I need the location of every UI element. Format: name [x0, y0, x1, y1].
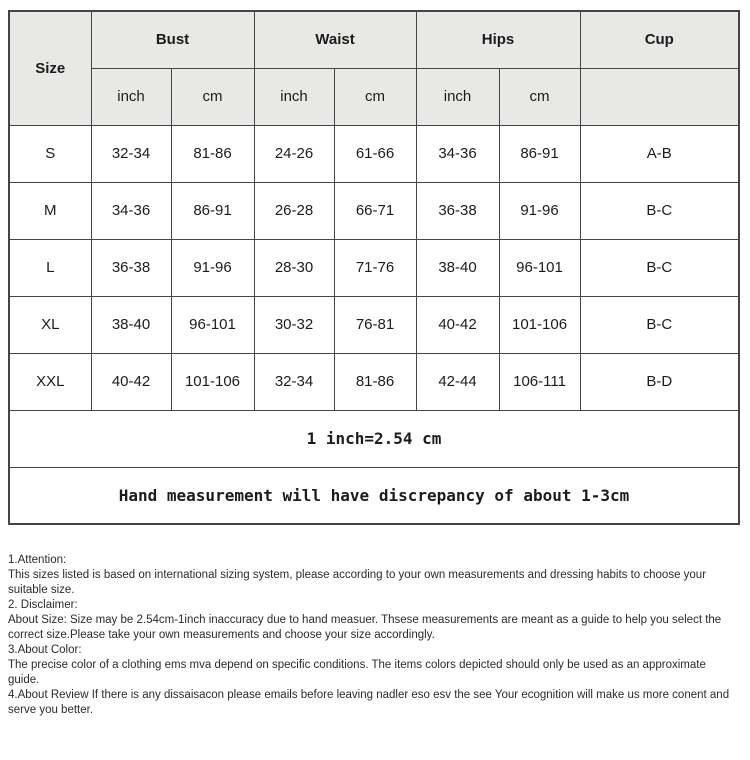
- cell-waist-inch: 32-34: [253, 352, 335, 411]
- size-column-header: Size: [8, 10, 92, 126]
- cell-bust-cm: 91-96: [170, 238, 255, 297]
- header-row-groups: Size Bust Waist Hips Cup: [8, 10, 740, 126]
- note-attention-heading: 1.Attention:: [8, 554, 67, 566]
- cell-cup: B-D: [579, 352, 740, 411]
- cell-bust-inch: 34-36: [90, 181, 172, 240]
- cell-hips-cm: 101-106: [498, 295, 581, 354]
- header-row-units: inch cm inch cm inch cm: [9, 67, 740, 126]
- measurement-note-row: Hand measurement will have discrepancy o…: [8, 466, 740, 525]
- note-color-heading: 3.About Color:: [8, 644, 82, 656]
- cell-hips-cm: 106-111: [498, 352, 581, 411]
- size-chart-table: Size Bust Waist Hips Cup inch cm inch cm…: [8, 10, 741, 525]
- note-attention-text-2: suitable size.: [8, 584, 75, 596]
- cell-waist-cm: 76-81: [333, 295, 417, 354]
- note-disclaimer-text-1: About Size: Size may be 2.54cm-1inch ina…: [8, 614, 722, 626]
- note-review-text-2: serve you better.: [8, 704, 94, 716]
- cell-waist-cm: 66-71: [333, 181, 417, 240]
- cell-cup: A-B: [579, 124, 740, 183]
- cell-waist-inch: 24-26: [253, 124, 335, 183]
- bust-cm-unit-header: cm: [170, 67, 255, 126]
- cell-hips-inch: 36-38: [415, 181, 500, 240]
- cell-hips-inch: 42-44: [415, 352, 500, 411]
- cell-hips-inch: 40-42: [415, 295, 500, 354]
- cell-bust-inch: 40-42: [90, 352, 172, 411]
- note-color-text-1: The precise color of a clothing ems mva …: [8, 659, 706, 671]
- waist-cm-unit-header: cm: [333, 67, 417, 126]
- cell-waist-inch: 28-30: [253, 238, 335, 297]
- hips-cm-unit-header: cm: [498, 67, 581, 126]
- cell-bust-inch: 36-38: [90, 238, 172, 297]
- note-disclaimer-text-2: correct size.Please take your own measur…: [8, 629, 435, 641]
- table-row-m: M 34-36 86-91 26-28 66-71 36-38 91-96 B-…: [8, 181, 740, 240]
- cell-bust-inch: 32-34: [90, 124, 172, 183]
- cell-cup: B-C: [579, 238, 740, 297]
- hips-inch-unit-header: inch: [415, 67, 500, 126]
- bust-group-header: Bust: [90, 10, 255, 69]
- cell-hips-cm: 86-91: [498, 124, 581, 183]
- cell-size: XL: [8, 295, 92, 354]
- cell-waist-cm: 81-86: [333, 352, 417, 411]
- waist-inch-unit-header: inch: [253, 67, 335, 126]
- cell-size: M: [8, 181, 92, 240]
- note-disclaimer-heading: 2. Disclaimer:: [8, 599, 78, 611]
- cell-size: L: [8, 238, 92, 297]
- inch-cm-conversion-note: 1 inch=2.54 cm: [8, 409, 740, 468]
- waist-group-header: Waist: [253, 10, 417, 69]
- cell-cup: B-C: [579, 181, 740, 240]
- cell-cup: B-C: [579, 295, 740, 354]
- hips-group-header: Hips: [415, 10, 581, 69]
- cell-waist-inch: 26-28: [253, 181, 335, 240]
- table-row-xxl: XXL 40-42 101-106 32-34 81-86 42-44 106-…: [8, 352, 740, 411]
- cup-empty-subheader: [579, 67, 740, 126]
- table-row-xl: XL 38-40 96-101 30-32 76-81 40-42 101-10…: [8, 295, 740, 354]
- cup-column-header: Cup: [579, 10, 740, 69]
- cell-bust-inch: 38-40: [90, 295, 172, 354]
- cell-hips-inch: 38-40: [415, 238, 500, 297]
- bust-inch-unit-header: inch: [90, 67, 172, 126]
- note-attention-text-1: This sizes listed is based on internatio…: [8, 569, 707, 581]
- notes-section: 1.Attention: This sizes listed is based …: [8, 553, 742, 718]
- note-color-text-2: guide.: [8, 674, 40, 686]
- cell-bust-cm: 101-106: [170, 352, 255, 411]
- table-row-s: S 32-34 81-86 24-26 61-66 34-36 86-91 A-…: [8, 124, 740, 183]
- cell-waist-cm: 61-66: [333, 124, 417, 183]
- hand-measurement-note: Hand measurement will have discrepancy o…: [8, 466, 740, 525]
- conversion-note-row: 1 inch=2.54 cm: [8, 409, 740, 468]
- cell-hips-inch: 34-36: [415, 124, 500, 183]
- cell-bust-cm: 86-91: [170, 181, 255, 240]
- note-review-text-1: 4.About Review If there is any dissaisac…: [8, 689, 730, 701]
- cell-size: XXL: [8, 352, 92, 411]
- cell-hips-cm: 91-96: [498, 181, 581, 240]
- cell-bust-cm: 81-86: [170, 124, 255, 183]
- table-row-l: L 36-38 91-96 28-30 71-76 38-40 96-101 B…: [8, 238, 740, 297]
- cell-hips-cm: 96-101: [498, 238, 581, 297]
- cell-bust-cm: 96-101: [170, 295, 255, 354]
- cell-size: S: [8, 124, 92, 183]
- cell-waist-inch: 30-32: [253, 295, 335, 354]
- cell-waist-cm: 71-76: [333, 238, 417, 297]
